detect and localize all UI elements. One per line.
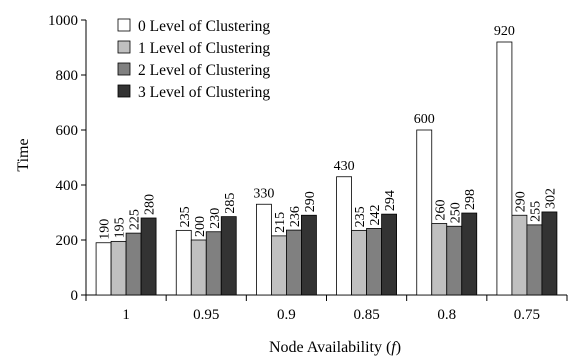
axes-layer: 0 200 400 600 800 1000 1 0.95 0.9 0.85 0.8 0.75 xyxy=(48,13,568,323)
data-label: 250 xyxy=(448,202,463,223)
data-label: 230 xyxy=(208,208,223,229)
x-tick-label: 0.85 xyxy=(353,307,379,323)
bar xyxy=(140,217,157,296)
y-tick-label: 400 xyxy=(56,178,79,194)
bar xyxy=(256,203,272,296)
data-label: 330 xyxy=(253,186,274,201)
data-label: 290 xyxy=(303,191,318,212)
data-label: 260 xyxy=(433,200,448,221)
data-label: 302 xyxy=(543,188,558,209)
bar xyxy=(110,240,127,296)
y-tick-label: 0 xyxy=(71,288,79,304)
data-label: 600 xyxy=(414,112,435,127)
data-label: 294 xyxy=(383,190,398,211)
bar xyxy=(190,239,207,296)
data-label: 298 xyxy=(463,189,478,210)
bar xyxy=(431,223,448,296)
data-label: 236 xyxy=(288,206,303,227)
bar xyxy=(271,235,287,296)
bar xyxy=(205,231,222,296)
legend-swatch xyxy=(117,84,131,98)
bar xyxy=(286,229,302,296)
legend-label: 2 Level of Clustering xyxy=(138,62,270,79)
bar xyxy=(416,129,433,296)
x-axis-title-close: ) xyxy=(396,339,401,356)
data-label: 190 xyxy=(98,219,113,240)
bar xyxy=(511,214,528,296)
legend: 0 Level of Clustering 1 Level of Clusteri… xyxy=(117,18,270,101)
bar xyxy=(496,41,513,296)
data-label: 225 xyxy=(128,209,143,230)
legend-swatch xyxy=(117,18,131,32)
y-axis-title: Time xyxy=(15,138,32,171)
data-label: 235 xyxy=(353,206,368,227)
bar xyxy=(95,242,112,296)
data-label: 290 xyxy=(513,191,528,212)
bar xyxy=(446,225,463,296)
data-label: 242 xyxy=(368,204,383,225)
x-tick-label: 0.8 xyxy=(437,307,456,323)
x-tick-label: 0.75 xyxy=(514,307,540,323)
x-tick-label: 0.9 xyxy=(277,307,296,323)
y-tick-label: 1000 xyxy=(48,13,78,29)
bar xyxy=(461,212,478,296)
legend-swatch xyxy=(117,62,131,76)
data-label: 285 xyxy=(223,193,238,214)
bar xyxy=(125,232,142,296)
data-label: 195 xyxy=(113,217,128,238)
data-label: 920 xyxy=(494,24,515,39)
data-label: 430 xyxy=(334,159,355,174)
data-label: 280 xyxy=(143,194,158,215)
legend-swatch xyxy=(117,40,131,54)
legend-label: 3 Level of Clustering xyxy=(138,84,270,101)
bar xyxy=(220,216,237,296)
bar xyxy=(541,211,558,296)
bar xyxy=(301,214,317,296)
legend-label: 0 Level of Clustering xyxy=(138,18,270,35)
x-tick-label: 0.95 xyxy=(193,307,219,323)
data-label: 200 xyxy=(193,216,208,237)
bar xyxy=(381,213,397,296)
legend-label: 1 Level of Clustering xyxy=(138,40,270,57)
data-label: 255 xyxy=(528,201,543,222)
y-tick-label: 600 xyxy=(56,123,79,139)
y-tick-label: 800 xyxy=(56,68,79,84)
bar xyxy=(526,224,543,296)
bars-layer xyxy=(95,41,558,296)
bar xyxy=(336,176,352,296)
data-label: 235 xyxy=(178,206,193,227)
x-axis-title: Node Availability (f) xyxy=(269,339,401,356)
data-label: 215 xyxy=(273,212,288,233)
y-tick-label: 200 xyxy=(56,233,79,249)
x-tick-label: 1 xyxy=(122,307,130,323)
x-axis-title-text: Node Availability ( xyxy=(269,339,391,356)
bar xyxy=(175,229,192,296)
bar xyxy=(366,228,382,296)
x-axis-title-variable: f xyxy=(391,339,398,356)
bar xyxy=(351,229,367,296)
